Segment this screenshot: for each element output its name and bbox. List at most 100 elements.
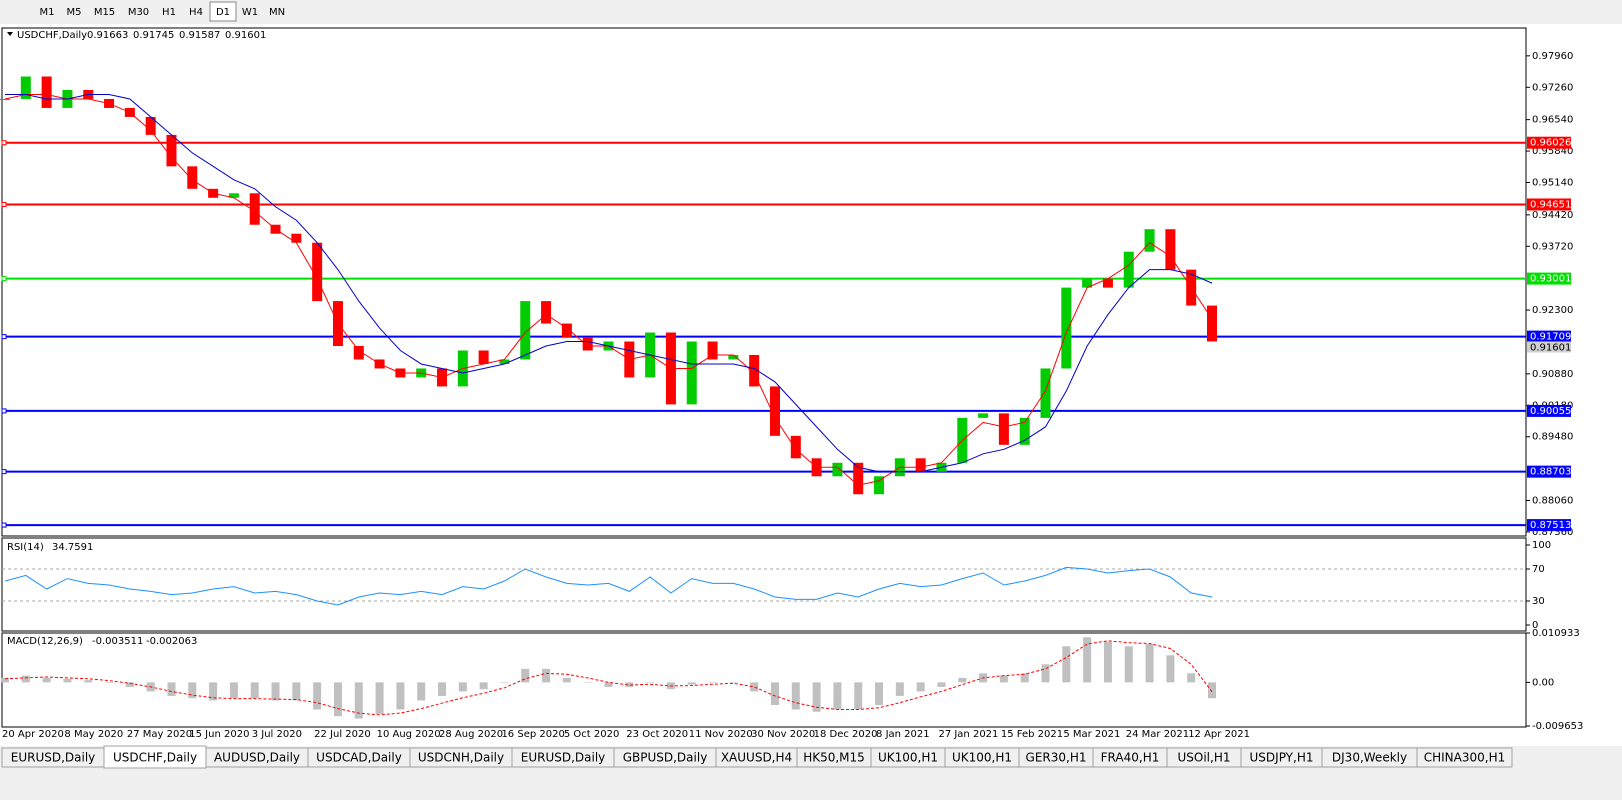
y-tick-label: 0.97260 bbox=[1532, 82, 1573, 93]
symbol-tab-label[interactable]: CHINA300,H1 bbox=[1424, 751, 1506, 765]
y-tick-label: 0.97960 bbox=[1532, 51, 1573, 62]
macd-bar bbox=[105, 682, 114, 683]
candle bbox=[187, 166, 198, 189]
symbol-tab-label[interactable]: FRA40,H1 bbox=[1101, 751, 1160, 765]
macd-bar bbox=[875, 682, 884, 705]
ohlc-value: 0.91745 bbox=[133, 30, 174, 41]
ohlc-value: 0.91601 bbox=[225, 30, 266, 41]
symbol-tab-label[interactable]: DJ30,Weekly bbox=[1332, 751, 1407, 765]
level-handle bbox=[1, 469, 7, 475]
y-tick-label: 0.95840 bbox=[1532, 146, 1573, 157]
symbol-tab-label[interactable]: USDCAD,Daily bbox=[316, 751, 402, 765]
timeframe-button[interactable] bbox=[183, 2, 209, 21]
macd-bar bbox=[1187, 673, 1196, 683]
current-price-label: 0.91601 bbox=[1530, 342, 1571, 353]
y-tick-label: 0.95140 bbox=[1532, 178, 1573, 189]
x-tick-label: 28 Aug 2020 bbox=[439, 729, 503, 740]
timeframe-label[interactable]: M30 bbox=[128, 7, 149, 18]
main-panel bbox=[1, 27, 1527, 537]
timeframe-label[interactable]: W1 bbox=[242, 7, 258, 18]
symbol-tab-label[interactable]: GBPUSD,Daily bbox=[623, 751, 708, 765]
level-tag-label: 0.88703 bbox=[1530, 467, 1571, 478]
candle bbox=[749, 354, 760, 387]
candle bbox=[769, 386, 780, 436]
candle bbox=[312, 242, 323, 302]
candle bbox=[561, 323, 572, 338]
y-tick-label: 0.96540 bbox=[1532, 115, 1573, 126]
macd-bar bbox=[354, 682, 363, 719]
x-tick-label: 24 Mar 2021 bbox=[1126, 729, 1189, 740]
symbol-tab-label[interactable]: HK50,M15 bbox=[803, 751, 865, 765]
x-tick-label: 8 May 2020 bbox=[64, 729, 123, 740]
candle bbox=[1165, 229, 1176, 270]
timeframe-button[interactable] bbox=[156, 2, 182, 21]
macd-bar bbox=[791, 682, 800, 710]
panel-title: USDCHF,Daily bbox=[17, 30, 87, 41]
level-tag bbox=[1527, 272, 1571, 285]
x-tick-label: 20 Apr 2020 bbox=[2, 729, 64, 740]
symbol-tab-label[interactable]: AUDUSD,Daily bbox=[214, 751, 300, 765]
symbol-tab-label[interactable]: UK100,H1 bbox=[878, 751, 938, 765]
timeframe-button[interactable] bbox=[61, 2, 87, 21]
timeframe-button[interactable] bbox=[122, 2, 155, 21]
level-handle bbox=[1, 201, 7, 207]
level-tag bbox=[1527, 465, 1571, 478]
macd-bar bbox=[375, 682, 384, 715]
timeframe-label[interactable]: M15 bbox=[94, 7, 115, 18]
y-tick-label: -0.009653 bbox=[1532, 721, 1583, 732]
macd-bar bbox=[1, 677, 9, 683]
symbol-tab-label[interactable]: USDCHF,Daily bbox=[113, 751, 197, 765]
x-tick-label: 3 Jul 2020 bbox=[252, 729, 302, 740]
timeframe-button[interactable] bbox=[34, 2, 60, 21]
symbol-tab-label[interactable]: XAUUSD,H4 bbox=[721, 751, 792, 765]
candle bbox=[499, 359, 510, 364]
timeframe-button[interactable] bbox=[88, 2, 121, 21]
candle bbox=[1144, 229, 1155, 252]
candle bbox=[1019, 417, 1030, 445]
timeframe-button[interactable] bbox=[209, 1, 237, 22]
timeframe-label[interactable]: D1 bbox=[216, 7, 230, 18]
level-tag-label: 0.90055 bbox=[1530, 406, 1571, 417]
symbol-tab-label[interactable]: EURUSD,Daily bbox=[521, 751, 606, 765]
symbol-tab-label[interactable]: GER30,H1 bbox=[1026, 751, 1087, 765]
timeframe-label[interactable]: H1 bbox=[162, 7, 176, 18]
symbol-tab-label[interactable]: USOil,H1 bbox=[1178, 751, 1231, 765]
timeframe-button[interactable] bbox=[237, 2, 263, 21]
macd-bar bbox=[708, 682, 717, 683]
x-tick-label: 27 May 2020 bbox=[127, 729, 192, 740]
y-tick-label: 0.94420 bbox=[1532, 210, 1573, 221]
macd-bar bbox=[458, 682, 467, 692]
symbol-tab[interactable] bbox=[1416, 747, 1513, 768]
symbol-tab-label[interactable]: USDCNH,Daily bbox=[418, 751, 504, 765]
macd-bar bbox=[895, 682, 904, 696]
x-tick-label: 5 Mar 2021 bbox=[1063, 729, 1120, 740]
candle bbox=[41, 76, 52, 108]
symbol-tab-label[interactable]: USDJPY,H1 bbox=[1250, 751, 1314, 765]
timeframe-label[interactable]: MN bbox=[269, 7, 285, 18]
macd-bar bbox=[229, 682, 238, 699]
panel-value: -0.002063 bbox=[146, 636, 197, 647]
symbol-tab-label[interactable]: UK100,H1 bbox=[952, 751, 1012, 765]
candle bbox=[874, 476, 885, 495]
level-handle bbox=[1, 408, 7, 414]
level-tag bbox=[1527, 404, 1571, 417]
macd-bar bbox=[729, 682, 738, 683]
macd-bar bbox=[937, 682, 946, 687]
rsi-panel bbox=[1, 537, 1527, 632]
macd-bar bbox=[562, 677, 571, 683]
level-handle bbox=[1, 522, 7, 528]
macd-bar bbox=[1103, 641, 1112, 683]
x-tick-label: 16 Sep 2020 bbox=[501, 729, 564, 740]
level-handle bbox=[1, 140, 7, 146]
timeframe-label[interactable]: M5 bbox=[67, 7, 82, 18]
symbol-tab-label[interactable]: EURUSD,Daily bbox=[11, 751, 96, 765]
candle bbox=[0, 98, 10, 100]
timeframe-label[interactable]: M1 bbox=[40, 7, 55, 18]
timeframe-button[interactable] bbox=[264, 2, 290, 21]
y-tick-label: 0.89480 bbox=[1532, 432, 1573, 443]
macd-bar bbox=[833, 682, 842, 710]
macd-bar bbox=[333, 682, 342, 717]
timeframe-label[interactable]: H4 bbox=[189, 7, 203, 18]
level-tag-label: 0.91709 bbox=[1530, 332, 1571, 343]
